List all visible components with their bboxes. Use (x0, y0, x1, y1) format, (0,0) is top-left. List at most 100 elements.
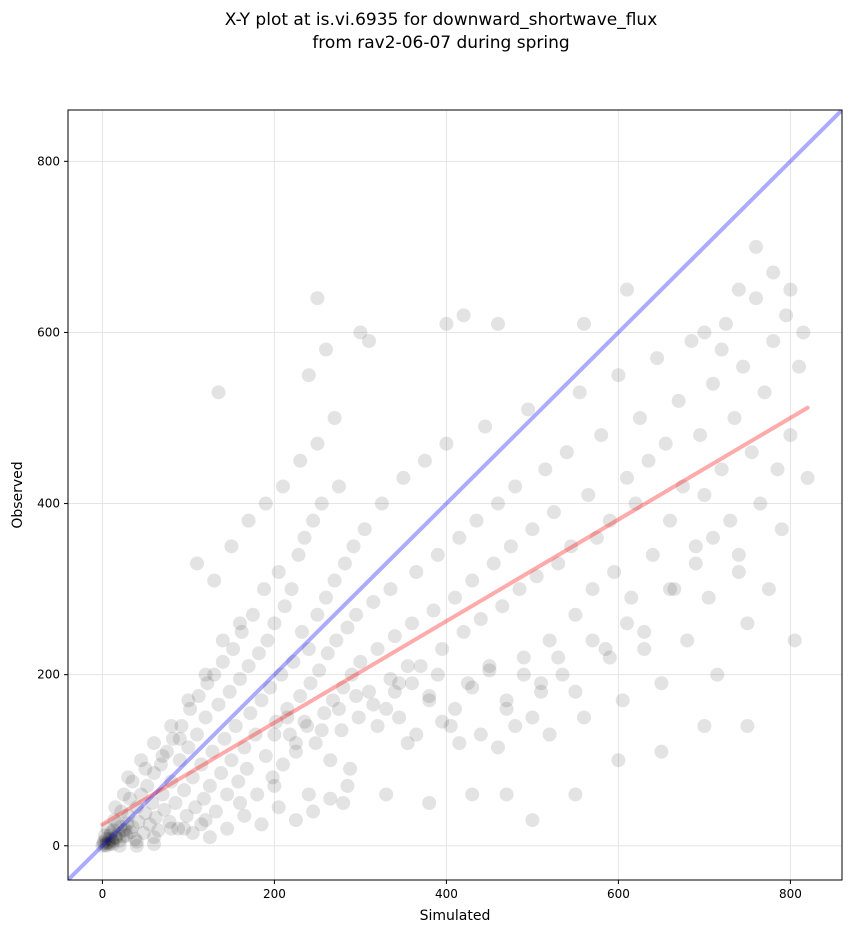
scatter-point-209 (723, 513, 738, 528)
scatter-point-322 (448, 701, 462, 716)
scatter-point-159 (508, 479, 523, 494)
scatter-point-250 (211, 385, 226, 400)
scatter-point-278 (465, 787, 480, 802)
scatter-point-251 (439, 316, 454, 331)
scatter-point-108 (320, 646, 335, 661)
scatter-point-239 (241, 513, 256, 528)
scatter-point-296 (323, 791, 338, 806)
scatter-point-221 (774, 522, 789, 537)
scatter-point-182 (607, 565, 622, 579)
scatter-point-103 (310, 607, 325, 622)
scatter-point-343 (473, 727, 488, 742)
scatter-point-119 (344, 667, 359, 682)
scatter-point-106 (317, 706, 332, 721)
scatter-point-111 (327, 573, 342, 588)
scatter-point-269 (147, 830, 161, 845)
scatter-point-67 (233, 671, 247, 686)
scatter-point-152 (478, 419, 493, 434)
scatter-point-11 (112, 833, 127, 848)
scatter-point-170 (555, 667, 570, 682)
scatter-point-59 (215, 654, 230, 669)
scatter-point-36 (165, 731, 180, 746)
scatter-point-347 (542, 727, 557, 742)
scatter-point-135 (405, 616, 419, 631)
scatter-point-3 (99, 836, 114, 851)
scatter-point-116 (337, 556, 352, 571)
scatter-point-164 (529, 569, 544, 584)
scatter-point-158 (503, 539, 518, 554)
y-tick-label-4: 800 (37, 154, 60, 168)
scatter-point-58 (214, 766, 229, 781)
scatter-point-20 (131, 814, 146, 829)
scatter-point-197 (671, 393, 686, 408)
scatter-point-173 (568, 607, 583, 622)
scatter-point-329 (568, 684, 583, 699)
scatter-point-138 (417, 453, 432, 468)
scatter-point-340 (409, 727, 424, 742)
scatter-point-289 (202, 830, 217, 845)
scatter-point-222 (779, 308, 794, 323)
scatter-point-229 (134, 753, 149, 768)
scatter-point-295 (306, 804, 321, 819)
chart-title-line-2: from rav2-06-07 during spring (312, 33, 569, 53)
scatter-point-326 (516, 667, 531, 682)
scatter-point-60 (217, 731, 232, 746)
scatter-point-288 (194, 817, 209, 832)
y-tick-label-0: 0 (52, 839, 60, 853)
scatter-point-215 (749, 291, 763, 306)
scatter-point-34 (162, 814, 177, 829)
scatter-point-184 (615, 693, 630, 708)
scatter-point-353 (331, 701, 346, 716)
y-tick-label-3: 600 (37, 325, 60, 339)
scatter-point-273 (267, 778, 282, 793)
scatter-point-132 (392, 676, 407, 691)
scatter-point-302 (102, 837, 117, 852)
scatter-point-314 (116, 829, 131, 844)
scatter-point-127 (370, 642, 385, 656)
scatter-point-185 (620, 470, 634, 485)
scatter-point-175 (577, 710, 591, 725)
scatter-point-15 (121, 808, 136, 823)
scatter-point-63 (224, 753, 239, 768)
scatter-point-83 (267, 616, 282, 631)
scatter-point-186 (624, 590, 639, 605)
scatter-point-331 (602, 650, 617, 665)
scatter-point-286 (177, 821, 192, 836)
scatter-point-155 (491, 496, 505, 511)
scatter-point-121 (349, 607, 364, 622)
scatter-point-279 (499, 787, 514, 802)
scatter-point-226 (796, 325, 811, 340)
scatter-point-143 (439, 436, 454, 451)
scatter-point-334 (663, 582, 677, 597)
scatter-point-300 (147, 837, 161, 852)
scatter-point-234 (215, 633, 230, 648)
scatter-point-224 (787, 633, 802, 648)
scatter-point-53 (202, 778, 217, 793)
scatter-point-313 (113, 819, 128, 834)
scatter-point-217 (757, 385, 772, 400)
scatter-point-162 (521, 402, 536, 417)
scatter-point-19 (129, 800, 144, 815)
scatter-point-47 (190, 727, 204, 742)
scatter-point-139 (422, 689, 437, 704)
scatter-point-220 (770, 462, 785, 477)
scatter-point-57 (211, 697, 226, 712)
scatter-point-271 (198, 813, 213, 828)
scatter-point-349 (280, 710, 295, 725)
scatter-point-252 (456, 308, 471, 323)
y-axis-label: Observed (10, 461, 26, 528)
scatter-point-65 (228, 719, 243, 733)
scatter-point-157 (499, 701, 514, 716)
scatter-point-69 (237, 740, 252, 755)
scatter-point-120 (346, 539, 361, 554)
scatter-point-77 (254, 693, 269, 708)
scatter-point-345 (508, 719, 523, 733)
scatter-point-41 (177, 783, 192, 798)
scatter-point-310 (106, 823, 121, 838)
y-tick-label-1: 200 (37, 668, 60, 682)
scatter-point-148 (460, 676, 475, 691)
scatter-point-332 (620, 616, 634, 631)
scatter-point-199 (680, 633, 695, 648)
scatter-point-212 (736, 359, 751, 374)
